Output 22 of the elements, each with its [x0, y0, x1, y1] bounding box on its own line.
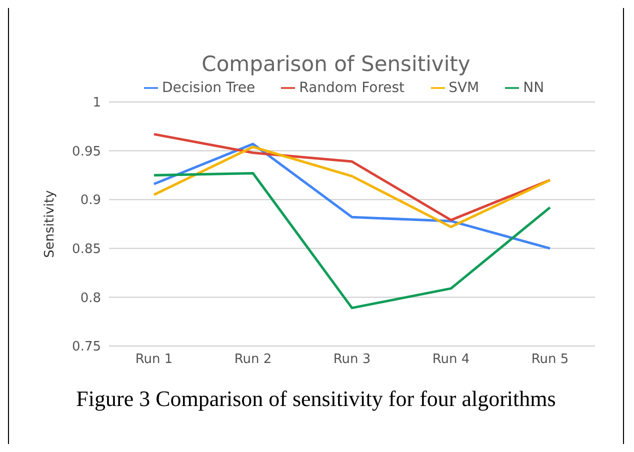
line-series — [152, 142, 552, 250]
y-axis-title: Sensitivity — [42, 190, 58, 258]
y-tick-label: 0.85 — [72, 242, 101, 258]
x-tick-label: Run 2 — [234, 352, 272, 368]
legend-label: SVM — [448, 80, 480, 96]
line-series — [152, 146, 552, 228]
legend-label: NN — [523, 80, 544, 96]
x-tick-label: Run 3 — [333, 352, 371, 368]
caption: Figure 3 Comparison of sensitivity for four algorithms — [75, 386, 557, 412]
y-tick-label: 1 — [92, 96, 101, 111]
y-tick-label: 0.75 — [72, 340, 101, 355]
legend-label: Decision Tree — [162, 80, 256, 96]
y-tick-label: 0.8 — [80, 290, 101, 306]
line-series — [152, 132, 552, 222]
chart-title: Comparison of Sensitivity — [200, 51, 472, 76]
x-tick-label: Run 5 — [531, 352, 569, 368]
legend-label: Random Forest — [299, 80, 405, 96]
x-tick-label: Run 1 — [135, 352, 173, 368]
y-tick-label: 0.9 — [80, 193, 101, 208]
x-tick-label: Run 4 — [432, 352, 470, 368]
line-series — [152, 172, 552, 310]
y-tick-label: 0.95 — [72, 144, 101, 160]
